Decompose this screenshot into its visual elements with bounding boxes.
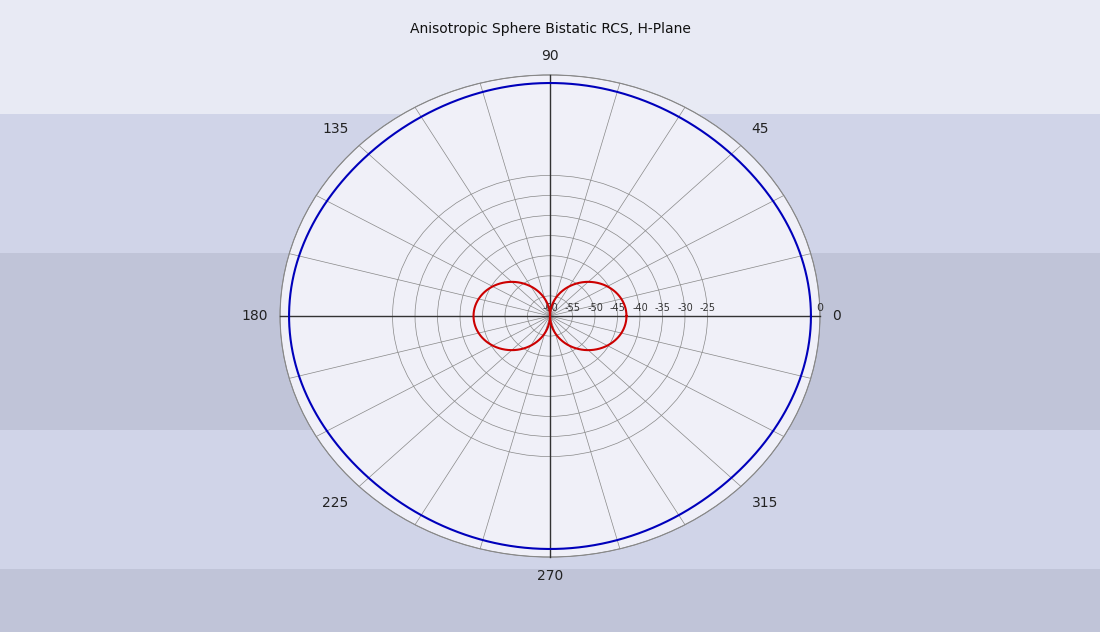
- Text: 0: 0: [832, 309, 840, 323]
- Text: -45: -45: [609, 303, 626, 313]
- Text: 270: 270: [537, 569, 563, 583]
- Text: 225: 225: [322, 496, 349, 510]
- Bar: [0, 430, 1100, 569]
- Text: -55: -55: [564, 303, 581, 313]
- Text: -60: -60: [542, 303, 558, 313]
- Text: 90: 90: [541, 49, 559, 63]
- Text: -25: -25: [700, 303, 715, 313]
- Text: 135: 135: [322, 122, 349, 136]
- Text: 45: 45: [751, 122, 769, 136]
- Bar: [0, 114, 1100, 253]
- Text: 315: 315: [751, 496, 778, 510]
- Text: -35: -35: [654, 303, 670, 313]
- Text: Anisotropic Sphere Bistatic RCS, H-Plane: Anisotropic Sphere Bistatic RCS, H-Plane: [409, 22, 691, 36]
- Text: -50: -50: [587, 303, 603, 313]
- Text: 180: 180: [242, 309, 268, 323]
- Text: -40: -40: [632, 303, 648, 313]
- Text: -30: -30: [678, 303, 693, 313]
- Text: 0: 0: [816, 303, 824, 313]
- Bar: [0, 0, 1100, 114]
- Ellipse shape: [280, 75, 820, 557]
